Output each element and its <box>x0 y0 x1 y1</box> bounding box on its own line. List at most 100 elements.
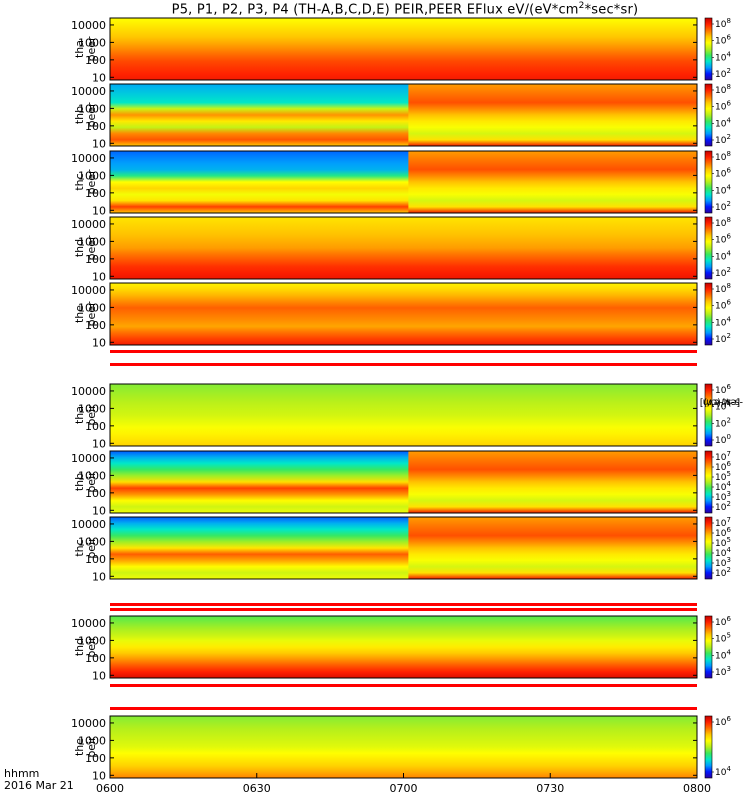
panel-frame <box>109 450 698 514</box>
panel-species-label: peir <box>85 471 98 493</box>
colorbar-tick-label: 106 <box>715 383 731 396</box>
x-tick-label: 0700 <box>390 782 418 795</box>
colorbar-tick-label: 103 <box>715 556 731 569</box>
colorbar-tick-label: 105 <box>715 632 731 645</box>
colorbar-tick-label: 102 <box>715 67 731 80</box>
x-tick-label: 0600 <box>96 782 124 795</box>
panel-probe-label: thd <box>73 638 86 656</box>
panel-probe-label: thb <box>73 106 86 124</box>
panel-thd_peer: 10000 1000 100 10 thd peer 108 106 104 102 <box>71 216 731 283</box>
colorbar <box>704 282 713 346</box>
spectrogram-image-late <box>408 517 697 579</box>
y-tick-label: 100 <box>85 652 106 665</box>
colorbar <box>704 216 713 280</box>
y-tick-label: 10000 <box>71 284 106 297</box>
data-gap-strip <box>110 348 697 368</box>
panel-species-label: peir <box>85 736 98 758</box>
colorbar-tick-label: 104 <box>715 480 731 493</box>
colorbar-tick-label: 104 <box>715 400 731 413</box>
colorbar-tick-label: 104 <box>715 116 731 129</box>
y-tick-label: 1000 <box>78 535 106 548</box>
colorbar-tick-label: 102 <box>715 500 731 513</box>
panel-species-label: peer <box>85 36 98 62</box>
colorbar-tick-label: 108 <box>715 282 731 295</box>
panel-thb_peer: 10000 1000 100 10 thb peer 108 106 104 102 <box>71 83 731 150</box>
colorbar-tick-label: 104 <box>715 249 731 262</box>
y-tick-label: 10000 <box>71 85 106 98</box>
colorbar <box>704 615 713 679</box>
panel-frame <box>109 615 698 679</box>
time-format-label: hhmm <box>4 767 40 780</box>
panel-probe-label: thc <box>73 539 86 556</box>
y-tick-label: 100 <box>85 319 106 332</box>
colorbar <box>704 383 713 447</box>
panel-species-label: peer <box>85 235 98 261</box>
colorbar-tick-label: 108 <box>715 216 731 229</box>
colorbar-tick-label: 104 <box>715 648 731 661</box>
colorbar-tick-label: 103 <box>715 490 731 503</box>
colorbar <box>704 715 713 779</box>
colorbar-tick-label: 106 <box>715 526 731 539</box>
panel-species-label: peir <box>85 404 98 426</box>
panel-the_peer: 10000 1000 100 10 the peer 108 106 104 102 <box>71 282 731 349</box>
y-tick-label: 1000 <box>78 402 106 415</box>
data-gap-strip <box>110 682 697 712</box>
y-tick-label: 10 <box>92 204 106 217</box>
panel-frame <box>109 17 698 81</box>
colorbar-tick-label: 104 <box>715 315 731 328</box>
colorbar-tick-label: 102 <box>715 332 731 345</box>
y-tick-label: 1000 <box>78 301 106 314</box>
data-gap-strip <box>110 601 697 613</box>
colorbar-tick-label: 102 <box>715 566 731 579</box>
colorbar-tick-label: 102 <box>715 200 731 213</box>
y-tick-label: 10000 <box>71 617 106 630</box>
y-tick-label: 100 <box>85 54 106 67</box>
colorbar-tick-label: 103 <box>715 665 731 678</box>
panel-probe-label: thd <box>73 239 86 257</box>
x-tick-label: 0800 <box>683 782 711 795</box>
data-gap-strip <box>110 447 697 450</box>
colorbar-tick-label: 106 <box>715 460 731 473</box>
panel-probe-label: thb <box>73 473 86 491</box>
colorbar-tick-label: 106 <box>715 233 731 246</box>
y-tick-label: 10 <box>92 270 106 283</box>
panel-species-label: peir <box>85 537 98 559</box>
x-tick-label: 0730 <box>536 782 564 795</box>
panel-probe-label: the <box>73 738 86 756</box>
colorbar-tick-label: 108 <box>715 17 731 30</box>
colorbar-tick-label: 102 <box>715 133 731 146</box>
date-label: 2016 Mar 21 <box>4 779 74 792</box>
colorbar-tick-label: 108 <box>715 150 731 163</box>
spectrogram-image <box>110 283 697 345</box>
y-tick-label: 10000 <box>71 218 106 231</box>
y-tick-label: 10 <box>92 769 106 782</box>
panel-tha_peir: 10000 1000 100 10 tha peir 106 104 102 100 <box>71 383 731 450</box>
y-tick-label: 10 <box>92 570 106 583</box>
y-tick-label: 10 <box>92 669 106 682</box>
colorbar <box>704 150 713 214</box>
panel-frame <box>109 216 698 280</box>
colorbar <box>704 516 713 580</box>
colorbar <box>704 83 713 147</box>
panel-the_peir: 10000 1000 100 10 the peir 106 104 <box>71 715 731 782</box>
panel-probe-label: the <box>73 305 86 323</box>
y-tick-label: 100 <box>85 187 106 200</box>
y-tick-label: 1000 <box>78 36 106 49</box>
panel-frame <box>109 516 698 580</box>
y-tick-label: 10 <box>92 71 106 84</box>
panel-species-label: peir <box>85 636 98 658</box>
spectrogram-image <box>110 616 697 678</box>
colorbar-tick-label: 107 <box>715 516 731 529</box>
colorbar-tick-label: 108 <box>715 83 731 96</box>
spectrogram-image <box>110 217 697 279</box>
x-tick-label: 0630 <box>243 782 271 795</box>
panel-species-label: peer <box>85 301 98 327</box>
y-tick-label: 100 <box>85 120 106 133</box>
colorbar-tick-label: 104 <box>715 50 731 63</box>
colorbar-tick-label: 105 <box>715 536 731 549</box>
y-tick-label: 1000 <box>78 469 106 482</box>
colorbar-tick-label: 106 <box>715 34 731 47</box>
